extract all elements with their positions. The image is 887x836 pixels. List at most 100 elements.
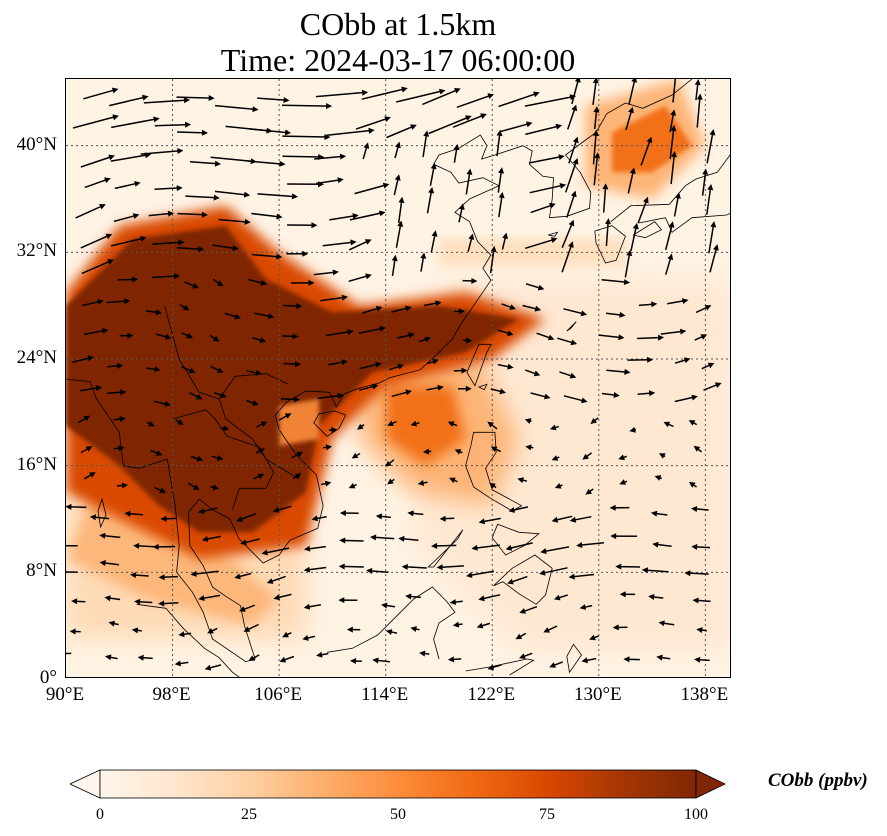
wind-arrow xyxy=(282,134,331,140)
wind-arrow xyxy=(465,168,473,195)
wind-arrow xyxy=(124,510,143,517)
coast-mainland xyxy=(66,79,693,663)
wind-arrow xyxy=(490,388,506,395)
wind-arrow xyxy=(389,363,405,371)
wind-arrow xyxy=(529,183,567,194)
wind-arrow xyxy=(113,416,126,422)
wind-arrow xyxy=(476,622,491,629)
wind-arrow xyxy=(177,211,208,218)
wind-arrow xyxy=(592,129,599,165)
wind-arrow xyxy=(251,253,283,260)
wind-arrow xyxy=(214,391,227,398)
wind-arrow xyxy=(436,564,464,571)
wind-arrow xyxy=(667,298,689,305)
wind-arrow xyxy=(80,233,113,249)
wind-arrow xyxy=(559,371,577,379)
wind-arrow xyxy=(81,259,114,275)
wind-arrow xyxy=(543,625,558,633)
wind-arrow xyxy=(673,192,681,217)
coastlines xyxy=(66,79,730,677)
wind-arrow xyxy=(540,546,570,555)
wind-arrow xyxy=(568,136,579,164)
wind-arrow xyxy=(113,213,140,223)
wind-arrow xyxy=(154,185,183,192)
lon-tick-label: 98°E xyxy=(152,684,191,705)
colorbar xyxy=(70,769,726,799)
wind-arrow xyxy=(107,362,124,369)
wind-arrow xyxy=(257,193,298,200)
wind-arrow xyxy=(428,115,472,135)
lon-tick-label: 138°E xyxy=(680,684,729,705)
field-tonkin-gap xyxy=(279,399,320,446)
wind-arrow xyxy=(688,420,698,426)
wind-arrow xyxy=(637,196,649,224)
wind-arrow xyxy=(619,591,636,598)
lon-tick-label: 114°E xyxy=(361,684,409,705)
wind-arrow xyxy=(66,652,72,655)
wind-arrow xyxy=(253,473,265,480)
wind-arrow xyxy=(391,305,412,313)
wind-arrow xyxy=(108,620,119,627)
wind-arrow xyxy=(140,148,184,155)
wind-arrow xyxy=(602,183,609,213)
wind-arrow xyxy=(430,230,438,253)
wind-vectors xyxy=(66,79,722,671)
wind-arrow xyxy=(453,367,468,374)
wind-arrow xyxy=(283,303,303,309)
coast-palawan xyxy=(427,529,464,568)
wind-arrow xyxy=(658,453,666,459)
wind-arrow xyxy=(283,361,302,368)
wind-arrow xyxy=(272,505,292,513)
wind-arrow xyxy=(137,654,153,661)
wind-arrow xyxy=(80,154,115,168)
wind-arrow xyxy=(627,356,654,363)
wind-arrow xyxy=(66,503,87,510)
wind-arrow xyxy=(694,334,708,341)
colorbar-label: CObb (ppbv) xyxy=(768,770,868,791)
wind-arrow xyxy=(426,187,435,214)
wind-arrow xyxy=(585,488,594,495)
wind-arrow xyxy=(249,128,292,136)
wind-arrow xyxy=(489,482,497,489)
wind-arrow xyxy=(589,634,600,641)
wind-arrow xyxy=(154,486,167,494)
wind-arrow xyxy=(466,570,495,578)
wind-arrow xyxy=(131,627,142,634)
wind-arrow xyxy=(256,421,268,428)
wind-arrow xyxy=(154,121,192,128)
wind-arrow xyxy=(410,626,420,632)
wind-arrow xyxy=(348,273,372,283)
wind-arrow xyxy=(175,419,184,425)
wind-arrow xyxy=(291,451,304,459)
wind-arrow xyxy=(625,106,634,131)
wind-arrow xyxy=(630,222,639,251)
wind-arrow xyxy=(669,124,677,159)
wind-arrow xyxy=(457,385,472,392)
wind-arrow xyxy=(81,299,104,307)
wind-arrow xyxy=(130,572,149,579)
wind-arrow xyxy=(255,448,265,454)
wind-arrow xyxy=(71,598,86,605)
wind-arrow xyxy=(664,221,675,251)
wind-arrow xyxy=(501,303,516,310)
colorbar-extend-min xyxy=(70,769,101,799)
wind-arrow xyxy=(349,210,386,221)
wind-arrow xyxy=(322,444,333,451)
wind-arrow xyxy=(557,337,578,346)
wind-arrow xyxy=(637,390,656,397)
wind-arrow xyxy=(407,510,424,517)
wind-arrow xyxy=(279,655,295,663)
wind-arrow xyxy=(627,167,636,194)
wind-arrow xyxy=(496,129,503,157)
wind-arrow xyxy=(536,332,555,341)
wind-arrow xyxy=(387,478,395,485)
wind-arrow xyxy=(637,334,665,341)
lon-tick-label: 106°E xyxy=(254,684,302,705)
wind-arrow xyxy=(246,399,259,406)
wind-arrow xyxy=(273,593,292,601)
wind-arrow xyxy=(386,124,417,139)
wind-arrow xyxy=(706,129,716,164)
coast-honshu xyxy=(610,154,730,233)
wind-arrow xyxy=(641,567,669,574)
lat-tick-label: 0° xyxy=(39,667,57,688)
